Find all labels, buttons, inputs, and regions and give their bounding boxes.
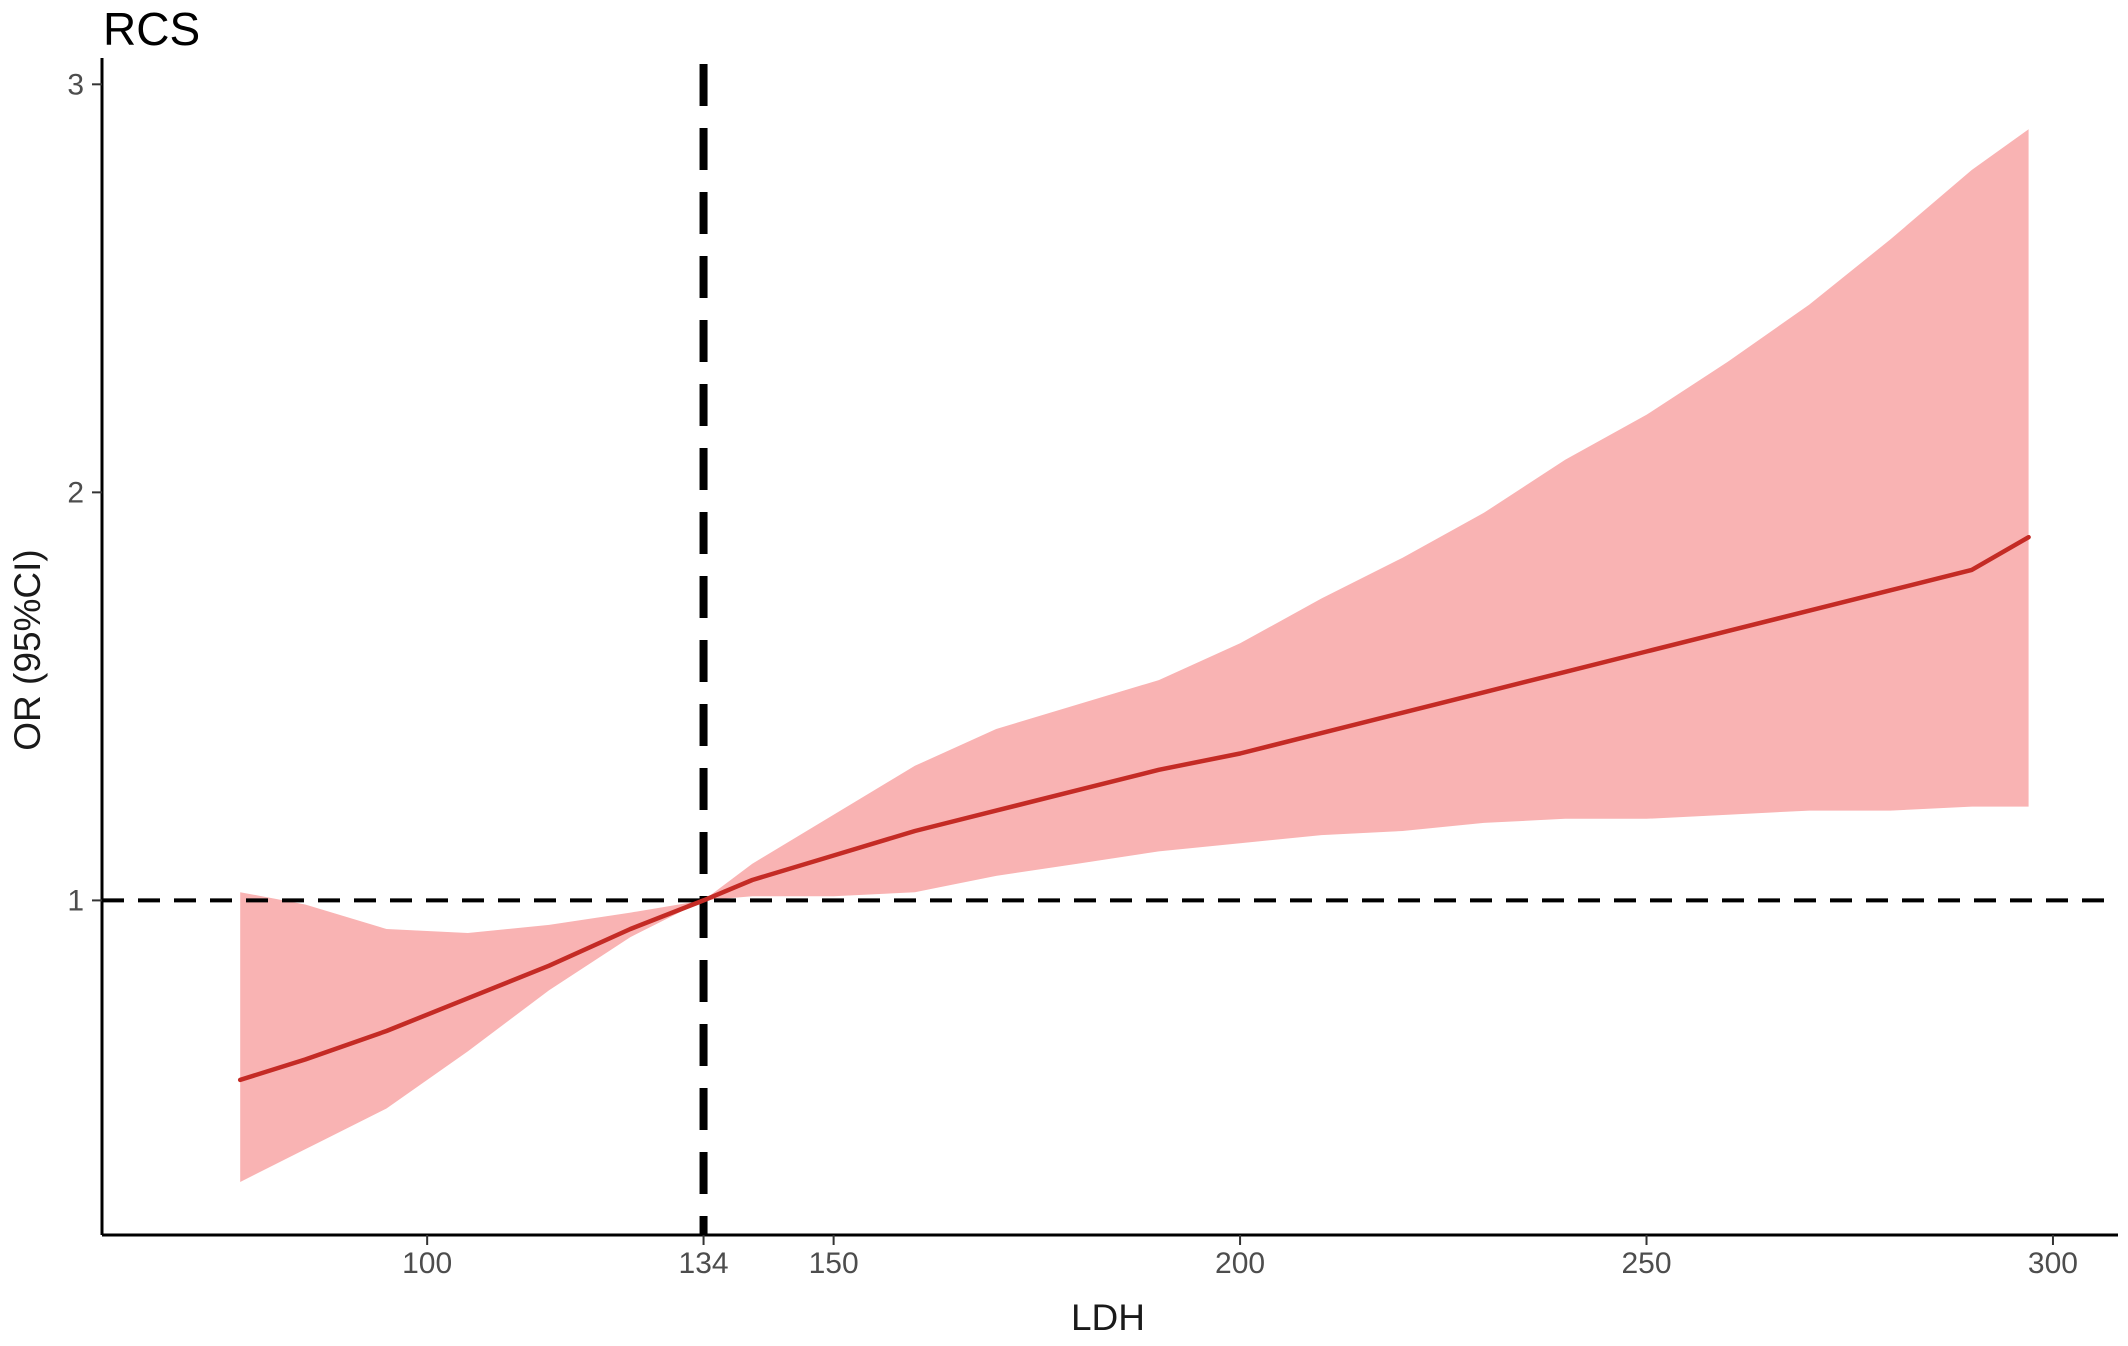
x-tick-label: 100 [402,1247,452,1280]
chart-title: RCS [103,3,200,55]
y-axis-ticks: 1 2 3 [67,68,102,917]
y-tick-label: 3 [67,68,84,101]
x-axis-ticks: 100 134 150 200 250 300 [402,1235,2078,1280]
y-tick-label: 2 [67,476,84,509]
confidence-band [240,129,2029,1183]
x-tick-label: 134 [679,1247,729,1280]
y-axis-title: OR (95%CI) [7,549,48,750]
x-tick-label: 150 [809,1247,859,1280]
y-tick-label: 1 [67,884,84,917]
estimate-line [237,534,2031,1083]
x-tick-label: 200 [1215,1247,1265,1280]
x-axis-title: LDH [1071,1297,1145,1338]
plot-area [102,64,2118,1235]
x-tick-label: 250 [1621,1247,1671,1280]
x-tick-label: 300 [2028,1247,2078,1280]
